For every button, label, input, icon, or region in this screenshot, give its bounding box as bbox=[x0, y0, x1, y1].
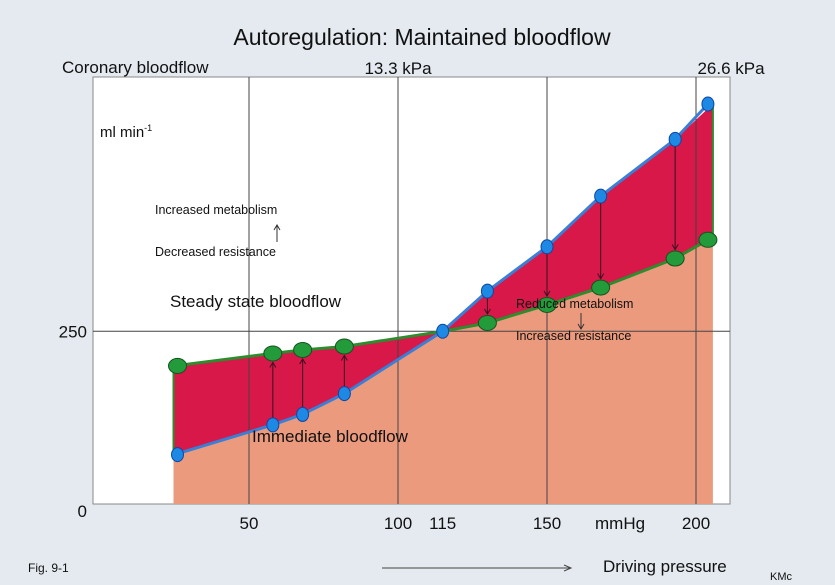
annotation-down-arrow bbox=[577, 313, 585, 330]
metabolic-gap-area bbox=[173, 104, 713, 455]
unit-superscript: -1 bbox=[144, 123, 152, 133]
annotation-increased-resistance: Increased resistance bbox=[516, 329, 631, 343]
steady-state-point bbox=[665, 250, 685, 267]
series-line-layer bbox=[172, 102, 714, 457]
immediate-line bbox=[174, 102, 709, 457]
steady-state-point bbox=[293, 341, 313, 358]
immediate-point bbox=[594, 188, 608, 204]
immediate-flow-area bbox=[173, 239, 713, 505]
immediate-point bbox=[171, 447, 184, 463]
immediate-point bbox=[266, 417, 280, 433]
immediate-point bbox=[296, 406, 310, 422]
steady-state-line bbox=[174, 238, 709, 368]
x-tick-label: 150 bbox=[533, 514, 561, 533]
series-label-steady: Steady state bloodflow bbox=[170, 292, 342, 311]
immediate-point bbox=[668, 131, 682, 147]
x-axis-direction-arrow bbox=[382, 564, 573, 572]
adjustment-arrowhead bbox=[483, 308, 491, 315]
steady-state-point bbox=[263, 345, 283, 362]
annotation-increased-metabolism: Increased metabolism bbox=[155, 203, 277, 217]
immediate-point bbox=[701, 96, 715, 112]
steady-state-point bbox=[537, 296, 557, 313]
steady-state-point bbox=[477, 314, 497, 331]
annotation-reduced-metabolism: Reduced metabolism bbox=[516, 297, 633, 311]
y-tick-label: 0 bbox=[78, 502, 87, 521]
marker-layer bbox=[168, 96, 718, 463]
y-axis-unit: ml min-1 bbox=[100, 123, 152, 141]
adjustment-arrowhead bbox=[269, 361, 277, 368]
x-tick-label: 50 bbox=[240, 514, 259, 533]
area-layer bbox=[173, 104, 713, 505]
x-tick-label: 115 bbox=[429, 514, 456, 533]
steady-state-point bbox=[334, 338, 354, 355]
tick-label-layer: 50 100 115 150 200 0 250 13.3 kPa 26.6 kPa bbox=[59, 59, 765, 533]
chart-title: Autoregulation: Maintained bloodflow bbox=[233, 24, 611, 50]
figure-id: Fig. 9-1 bbox=[28, 561, 69, 575]
x-tick-label: 200 bbox=[682, 514, 710, 533]
annotation-decreased-resistance: Decreased resistance bbox=[155, 245, 276, 259]
series-label-immediate: Immediate bloodflow bbox=[252, 427, 409, 446]
kpa-label: 26.6 kPa bbox=[697, 59, 765, 78]
arrow-layer bbox=[269, 146, 679, 418]
steady-state-point bbox=[698, 231, 718, 248]
x-axis-unit: mmHg bbox=[595, 514, 645, 533]
steady-state-point bbox=[168, 357, 187, 374]
adjustment-arrowhead bbox=[299, 358, 307, 365]
steady-state-point bbox=[591, 279, 611, 296]
annotation-up-arrow bbox=[273, 224, 281, 242]
kpa-label: 13.3 kPa bbox=[364, 59, 432, 78]
adjustment-arrowhead bbox=[597, 273, 605, 280]
adjustment-arrowhead bbox=[340, 354, 348, 361]
immediate-point bbox=[480, 283, 494, 299]
y-axis-label: Coronary bloodflow bbox=[62, 58, 209, 77]
adjustment-arrowhead bbox=[543, 290, 551, 297]
x-axis-label: Driving pressure bbox=[603, 557, 727, 576]
immediate-point bbox=[337, 386, 351, 402]
immediate-point bbox=[540, 239, 554, 255]
immediate-point bbox=[436, 323, 450, 339]
y-tick-label: 250 bbox=[59, 322, 87, 341]
adjustment-arrowhead bbox=[671, 244, 679, 251]
author-initials: KMc bbox=[770, 571, 793, 583]
x-tick-label: 100 bbox=[384, 514, 412, 533]
